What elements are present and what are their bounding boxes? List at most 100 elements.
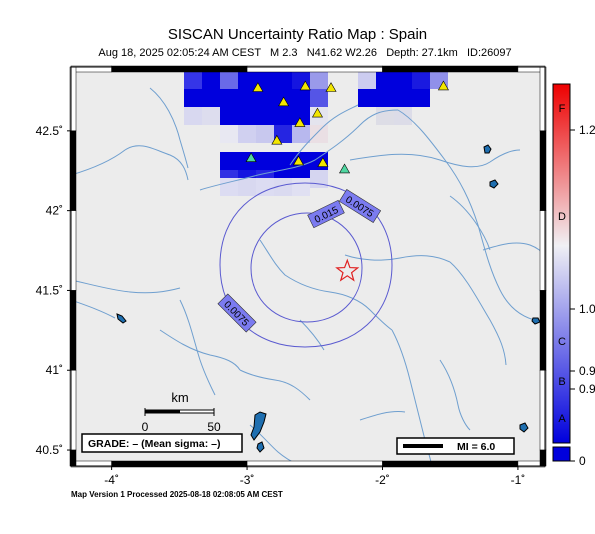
uncertainty-cell <box>238 178 256 196</box>
river <box>344 254 451 263</box>
uncertainty-cell <box>256 107 274 125</box>
river <box>179 299 216 396</box>
event-date: Aug 18, 2025 02:05:24 AM CEST <box>98 47 261 59</box>
colorbar-value: 0 <box>579 454 586 468</box>
uncertainty-cell <box>310 170 328 188</box>
uncertainty-cell <box>394 107 412 125</box>
y-tick-label: 42˚ <box>46 204 63 218</box>
event-subtitle: Aug 18, 2025 02:05:24 AM CEST M 2.3 N41.… <box>0 47 595 59</box>
event-depth: Depth: 27.1km <box>386 47 458 59</box>
river <box>289 104 359 166</box>
map-layers: 0.015 0.0075 0.0075 km 0 50 <box>71 71 545 466</box>
station-triangle-icon <box>271 134 283 145</box>
epicenter-star-icon <box>335 258 360 282</box>
river <box>359 411 406 421</box>
uncertainty-cell <box>256 71 274 89</box>
river <box>349 149 521 168</box>
uncertainty-cell <box>238 125 256 143</box>
reservoir <box>519 422 529 433</box>
uncertainty-cell <box>394 89 412 107</box>
event-id: ID:26097 <box>466 47 512 59</box>
uncertainty-cell <box>358 71 376 89</box>
uncertainty-cell <box>274 107 292 125</box>
colorbar-value: 0.9 <box>579 382 595 396</box>
y-tick-label: 41˚ <box>46 363 63 377</box>
river <box>199 109 399 191</box>
contour-label-inner: 0.015 <box>307 199 345 229</box>
uncertainty-cell <box>412 71 430 89</box>
uncertainty-cell <box>220 89 238 107</box>
uncertainty-cell <box>310 125 328 143</box>
uncertainty-cell <box>292 89 310 107</box>
grade-label: GRADE: – (Mean sigma: –) <box>88 438 220 450</box>
river <box>439 359 471 431</box>
river <box>159 329 241 371</box>
uncertainty-cell <box>358 89 376 107</box>
uncertainty-cell <box>274 152 292 170</box>
reservoir <box>256 441 265 453</box>
river <box>397 109 545 323</box>
river <box>259 239 393 331</box>
station-triangle-icon <box>437 80 449 91</box>
uncertainty-cell <box>220 152 238 170</box>
colorbar-value: 0.9 <box>579 364 595 378</box>
scale-bar-label: 0 <box>142 420 149 434</box>
contour-inner <box>250 212 363 323</box>
uncertainty-cell <box>220 71 238 89</box>
scale-bar-label: 50 <box>207 420 221 434</box>
uncertainty-cell <box>202 89 220 107</box>
colorbar-gradient <box>552 83 571 444</box>
colorbar-grade-letter: D <box>558 211 566 223</box>
reservoir <box>531 317 541 325</box>
map-frame-outline <box>70 66 546 467</box>
x-tick-label: -2˚ <box>375 473 390 487</box>
station-triangle-icon <box>293 155 305 166</box>
event-magnitude: M 2.3 <box>270 47 298 59</box>
uncertainty-cell <box>256 125 274 143</box>
map-frame <box>69 65 547 468</box>
stations <box>245 80 449 174</box>
uncertainty-cell <box>184 89 202 107</box>
uncertainty-cell <box>376 71 394 89</box>
river <box>449 261 507 366</box>
colorbar-grade-letter: A <box>558 413 566 425</box>
uncertainty-cell <box>292 107 310 125</box>
uncertainty-cell <box>220 107 238 125</box>
colorbar-min-swatch <box>552 446 571 462</box>
scale-bar: km 0 50 <box>142 390 221 434</box>
y-tick-label: 40.5˚ <box>36 443 63 457</box>
x-tick-label: -3˚ <box>240 473 255 487</box>
mi-legend-label: MI = 6.0 <box>457 441 495 453</box>
river <box>149 87 189 169</box>
colorbar-value: 1.0 <box>579 302 595 316</box>
reservoir <box>489 179 499 189</box>
uncertainty-cell <box>184 107 202 125</box>
uncertainty-cell <box>376 89 394 107</box>
uncertainty-cell <box>274 71 292 89</box>
scale-bar-unit: km <box>171 390 188 405</box>
station-triangle-icon <box>325 82 337 92</box>
colorbar-value: 1.2 <box>579 123 595 137</box>
uncertainty-cell <box>256 178 274 196</box>
map-title: SISCAN Uncertainty Ratio Map : Spain <box>167 26 428 43</box>
station-triangle-icon <box>294 117 306 127</box>
uncertainty-cell <box>310 89 328 107</box>
event-location: N41.62 W2.26 <box>306 47 378 59</box>
uncertainty-cell <box>184 71 202 89</box>
river <box>449 195 491 251</box>
colorbar-grade-letter: B <box>558 376 565 388</box>
colorbar: F D C B A 1.2 1.0 0.9 0.9 0 <box>552 83 595 468</box>
reservoir <box>250 411 267 441</box>
contour-outer <box>219 182 393 348</box>
river <box>239 369 311 401</box>
station-triangle-icon <box>339 163 351 174</box>
reservoirs <box>116 144 541 453</box>
uncertainty-cell <box>238 89 256 107</box>
uncertainty-cell <box>256 89 274 107</box>
uncertainty-cell <box>412 89 430 107</box>
uncertainty-cell <box>292 178 310 196</box>
x-tick-label: -4˚ <box>104 473 119 487</box>
y-tick-label: 41.5˚ <box>36 283 63 297</box>
uncertainty-cells <box>184 71 448 196</box>
